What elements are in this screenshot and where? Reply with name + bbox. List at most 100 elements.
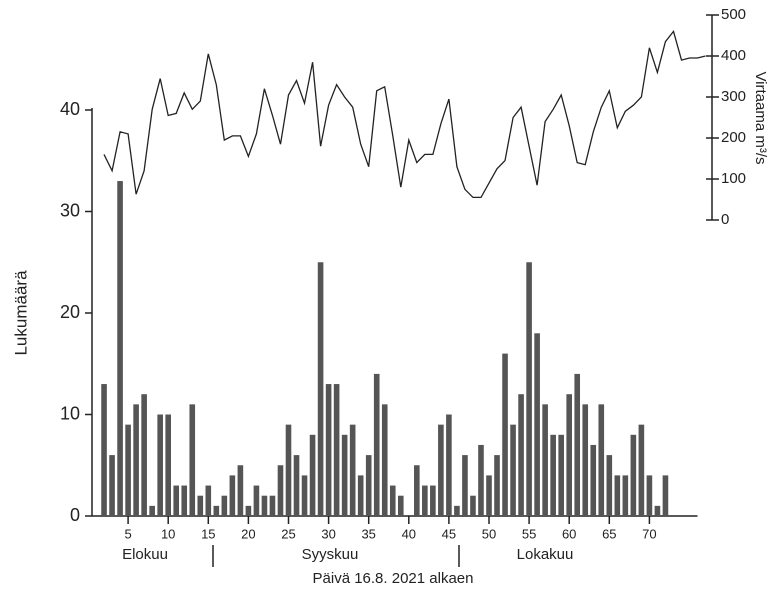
- bar: [373, 373, 380, 516]
- bar: [285, 424, 292, 516]
- x-tick-label: 40: [402, 526, 416, 541]
- bar: [381, 404, 388, 516]
- bar: [446, 414, 452, 516]
- bar: [598, 404, 605, 516]
- bar: [542, 404, 548, 516]
- bar: [101, 384, 107, 516]
- bar: [293, 455, 300, 516]
- y-tick-label: 10: [60, 403, 80, 423]
- flow-line: [103, 29, 706, 199]
- bar: [654, 505, 661, 516]
- month-label: Syyskuu: [302, 546, 359, 563]
- x-axis-label: Päivä 16.8. 2021 alkaen: [313, 570, 474, 587]
- bar: [277, 465, 284, 516]
- bar: [133, 404, 139, 516]
- bar: [149, 505, 155, 516]
- bar: [558, 434, 564, 516]
- bar: [317, 262, 324, 516]
- bar: [253, 485, 260, 516]
- bar: [462, 455, 468, 516]
- bar: [333, 384, 340, 516]
- bar: [245, 505, 252, 516]
- y-tick-label: 20: [60, 302, 80, 322]
- y2-tick-label: 200: [721, 129, 746, 146]
- bar: [494, 455, 500, 516]
- bar: [566, 394, 572, 516]
- bar: [478, 444, 484, 516]
- y-tick-label: 40: [60, 99, 80, 119]
- x-tick-label: 60: [562, 526, 576, 541]
- bar: [574, 373, 581, 516]
- y-tick-label: 30: [60, 200, 80, 220]
- bar: [622, 475, 629, 516]
- x-tick-label: 10: [161, 526, 175, 541]
- bar: [229, 475, 236, 516]
- bar: [221, 495, 228, 516]
- y-axis-label: Lukumäärä: [11, 270, 30, 356]
- bar: [261, 495, 268, 516]
- month-label: Lokakuu: [517, 546, 574, 563]
- x-tick-label: 15: [201, 526, 215, 541]
- bar: [117, 181, 123, 517]
- bar: [389, 485, 396, 516]
- bar: [518, 394, 524, 516]
- month-label: Elokuu: [122, 546, 168, 563]
- bar: [630, 434, 637, 516]
- bar: [646, 475, 653, 516]
- bar: [550, 434, 556, 516]
- bar: [502, 353, 508, 516]
- bar: [157, 414, 163, 516]
- bar: [125, 424, 131, 516]
- bar: [486, 475, 492, 516]
- y-tick-label: 0: [70, 505, 80, 525]
- x-tick-label: 45: [442, 526, 456, 541]
- bar: [590, 444, 597, 516]
- y2-tick-label: 300: [721, 88, 746, 105]
- bar: [454, 505, 460, 516]
- y2-tick-label: 500: [721, 6, 746, 23]
- bar: [349, 424, 356, 516]
- y2-tick-label: 400: [721, 47, 746, 64]
- bar: [341, 434, 348, 516]
- bar: [606, 455, 613, 516]
- bar: [301, 475, 308, 516]
- bar: [141, 394, 147, 516]
- bar: [325, 384, 332, 516]
- bar: [414, 465, 420, 516]
- y2-tick-label: 0: [721, 211, 729, 228]
- bar: [269, 495, 276, 516]
- bar: [197, 495, 204, 516]
- x-tick-label: 5: [124, 526, 131, 541]
- x-tick-label: 20: [241, 526, 255, 541]
- x-tick-label: 30: [321, 526, 335, 541]
- bar: [582, 404, 589, 516]
- bar: [109, 455, 115, 516]
- bar: [205, 485, 212, 516]
- bar: [438, 424, 444, 516]
- x-tick-label: 65: [602, 526, 616, 541]
- x-tick-label: 55: [522, 526, 536, 541]
- x-tick-label: 35: [361, 526, 375, 541]
- bar: [422, 485, 428, 516]
- bar: [213, 505, 220, 516]
- bar: [365, 455, 372, 516]
- bar: [510, 424, 516, 516]
- x-tick-label: 70: [642, 526, 656, 541]
- bar: [173, 485, 180, 516]
- bar: [397, 495, 404, 516]
- bar: [534, 333, 540, 516]
- y2-tick-label: 100: [721, 170, 746, 187]
- bar: [237, 465, 244, 516]
- bar: [165, 414, 171, 516]
- bar: [662, 475, 669, 516]
- bar: [638, 424, 645, 516]
- bar: [181, 485, 188, 516]
- bar: [470, 495, 476, 516]
- x-tick-label: 50: [482, 526, 496, 541]
- bar: [189, 404, 196, 516]
- bar: [309, 434, 316, 516]
- bar: [357, 475, 364, 516]
- bar: [430, 485, 436, 516]
- y2-axis-label: Virtaama m³/s: [752, 71, 769, 164]
